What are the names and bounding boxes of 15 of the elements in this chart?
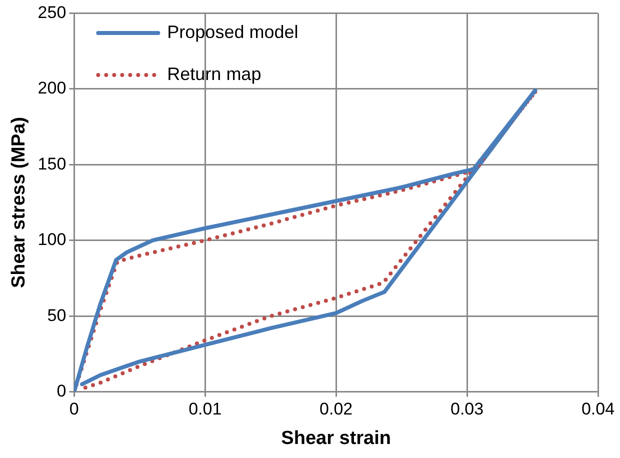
x-axis-title: Shear strain [281, 428, 391, 449]
y-axis-title: Shear stress (MPa) [8, 116, 30, 288]
y-tick-label: 100 [38, 230, 66, 250]
x-tick-label: 0.04 [581, 400, 615, 419]
y-tick-label: 50 [47, 306, 66, 325]
legend-label: Return map [167, 64, 262, 84]
y-tick-label: 0 [56, 381, 66, 400]
legend-label: Proposed model [167, 22, 298, 42]
y-tick-label: 150 [38, 154, 66, 174]
y-tick-label: 250 [38, 2, 66, 22]
x-tick-label: 0.01 [188, 400, 222, 419]
x-tick-label: 0.02 [320, 400, 353, 419]
y-tick-label: 200 [38, 78, 66, 98]
x-tick-label: 0.03 [450, 400, 484, 419]
x-tick-label: 0 [69, 400, 79, 419]
